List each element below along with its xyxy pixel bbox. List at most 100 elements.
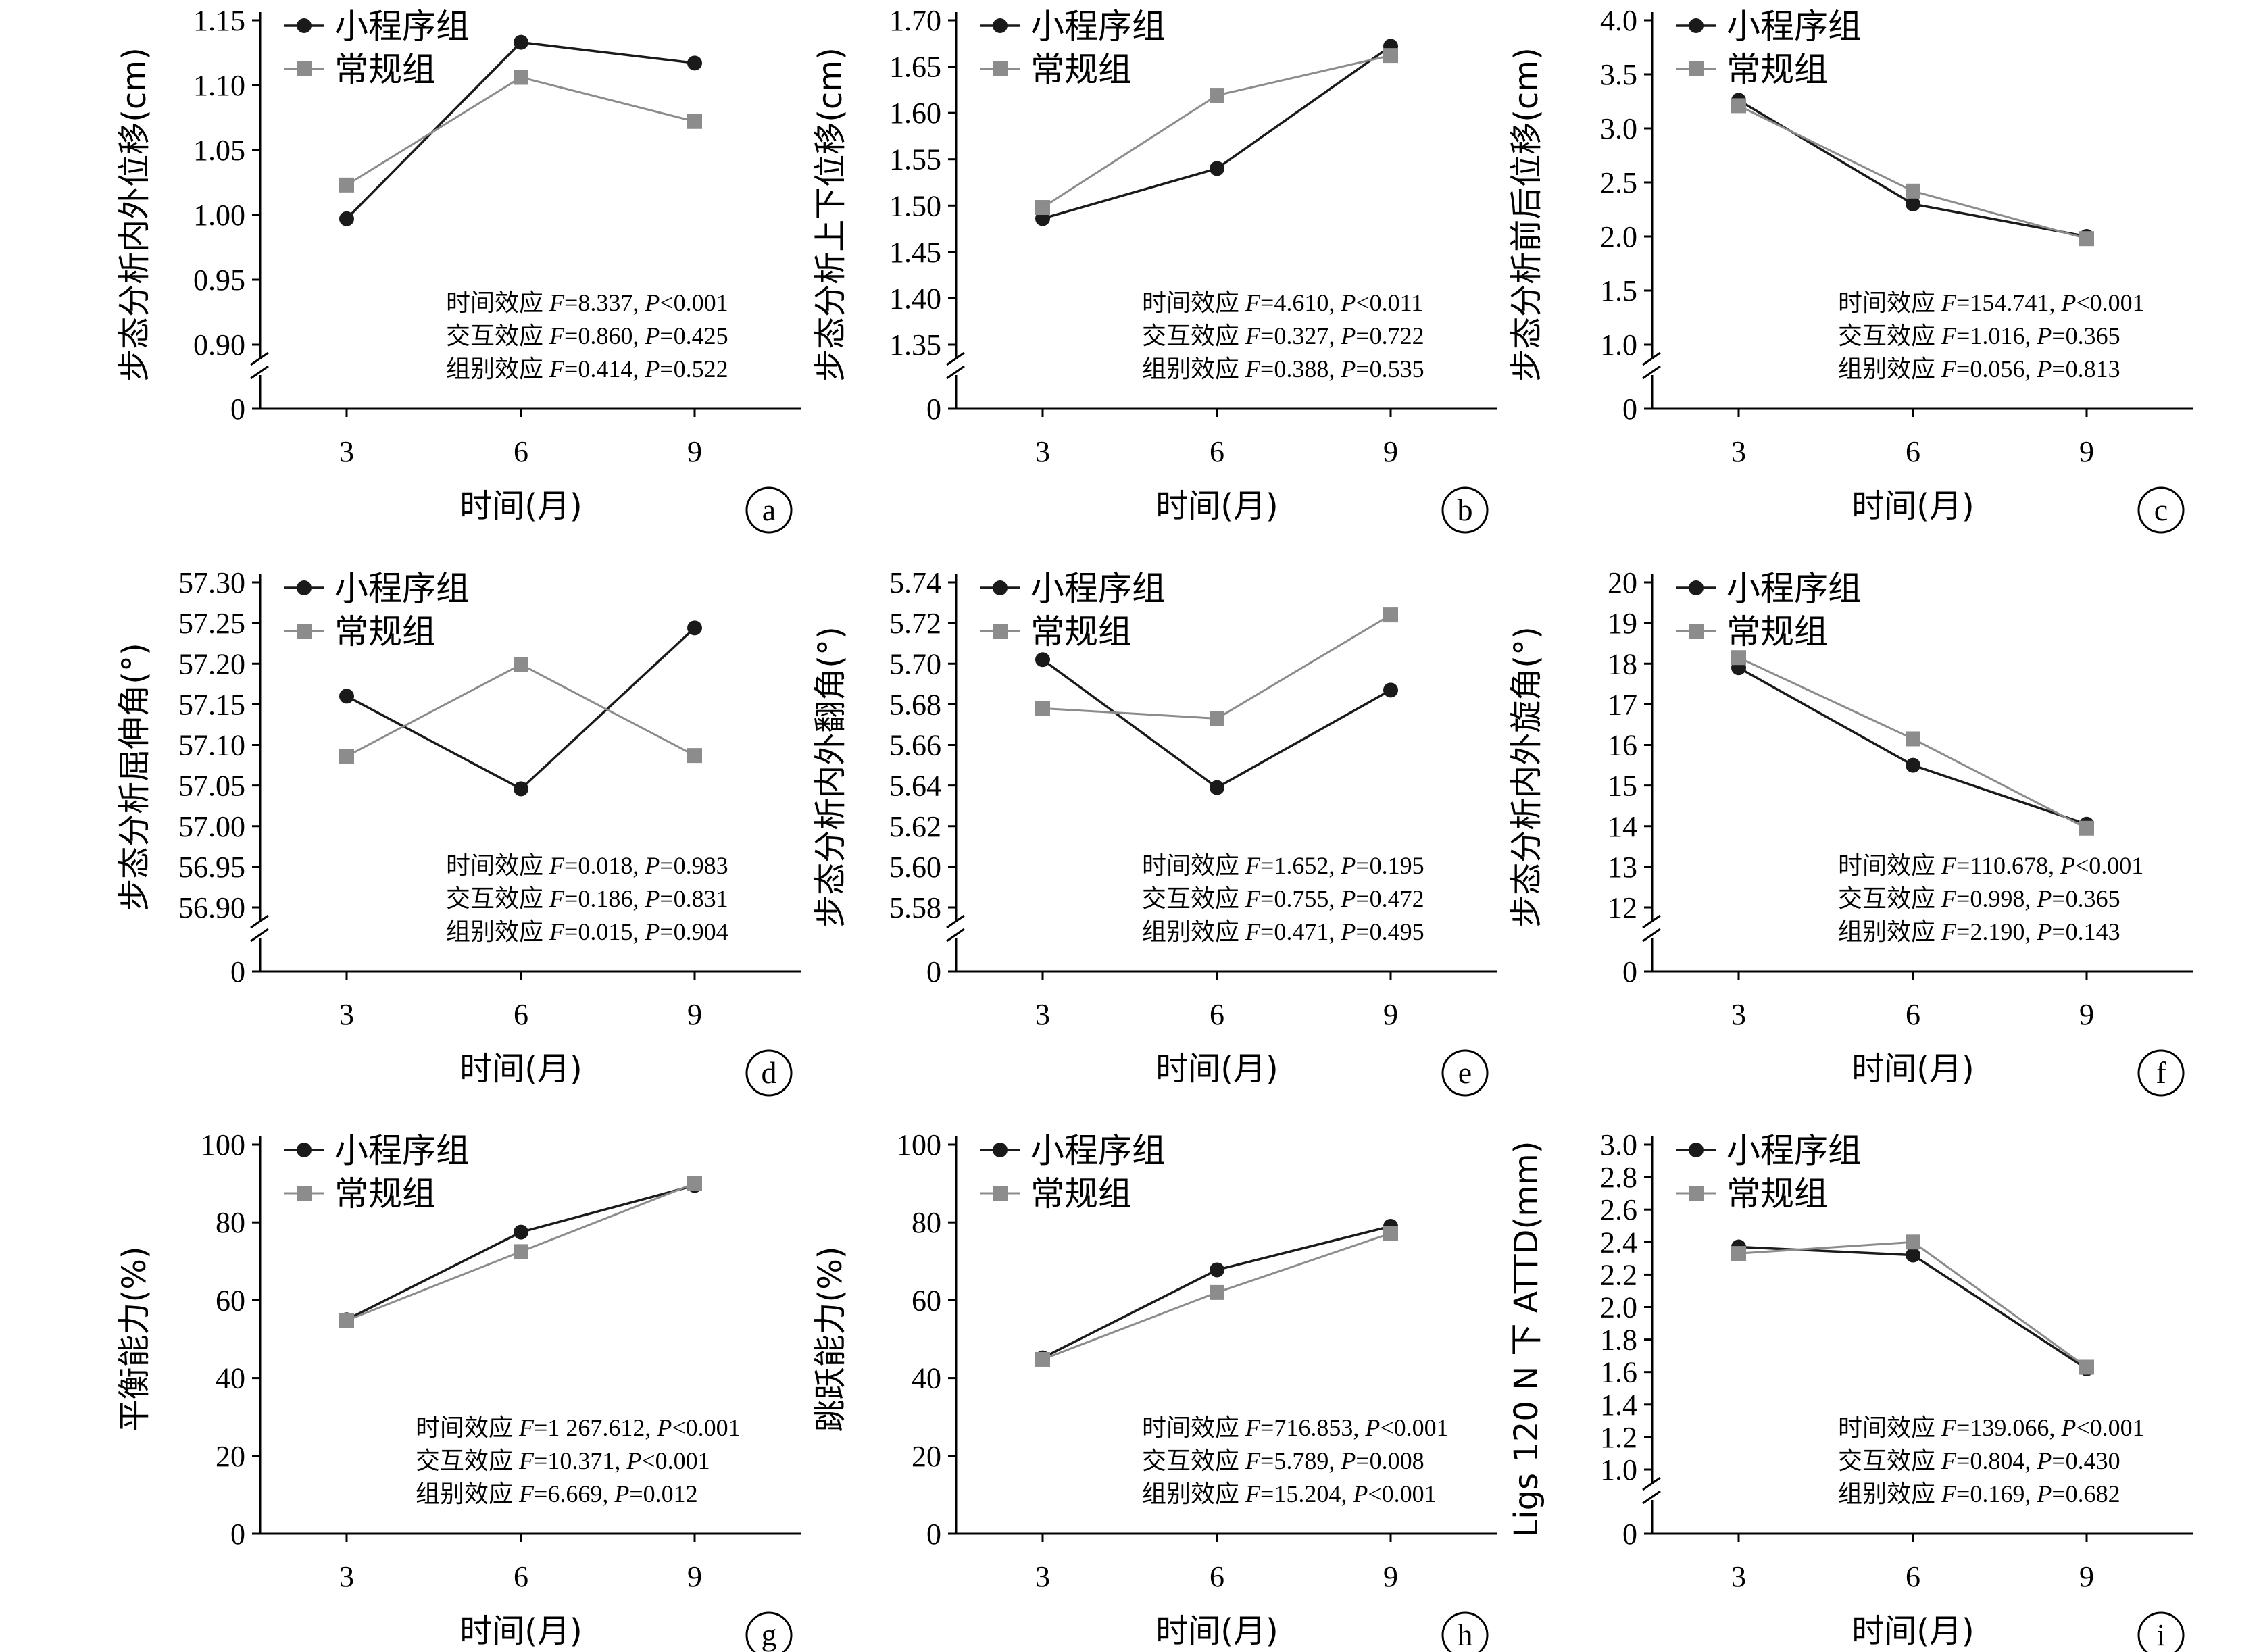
x-tick-label: 3 [339,1560,354,1593]
y-tick-label: 19 [1608,607,1637,640]
y-tick-label: 60 [912,1284,941,1317]
stat-line: 组别效应 F=6.669, P=0.012 [416,1480,698,1507]
y-tick-label: 1.2 [1600,1421,1637,1454]
y-tick-label: 1.15 [193,4,245,37]
y-tick-label: 13 [1608,851,1637,884]
data-point-routine [1731,650,1746,666]
x-tick-label: 6 [514,435,528,468]
data-point-routine [1906,1234,1920,1250]
stat-line: 交互效应 F=5.789, P=0.008 [1142,1447,1424,1474]
series-line-app [1738,99,2087,238]
y-tick-label: 1.35 [889,328,941,361]
y-tick-label: 12 [1608,891,1637,924]
y-tick-label: 2.2 [1600,1258,1637,1291]
x-tick-label: 9 [2079,1560,2094,1593]
y-tick-label: 18 [1608,647,1637,680]
x-axis-title: 时间(月) [459,487,582,525]
x-axis-title: 时间(月) [459,1050,582,1088]
stat-line: 交互效应 F=1.016, P=0.365 [1838,322,2120,349]
legend-label-routine: 常规组 [1726,612,1828,651]
data-point-app [1210,161,1224,176]
y-tick-label: 80 [216,1206,245,1239]
y-tick-label: 5.62 [889,810,941,843]
data-point-routine [687,1176,702,1191]
y-tick-label: 20 [912,1440,941,1473]
data-point-routine [1210,88,1224,103]
axis-break-mark [1642,1476,1661,1491]
x-tick-label: 3 [1731,998,1746,1031]
legend-marker-routine [993,624,1008,639]
legend-label-app: 小程序组 [1030,1131,1166,1170]
y-tick-label: 57.20 [178,647,245,680]
y-tick-label: 1.45 [889,236,941,269]
y-tick-label: 5.66 [889,729,941,762]
y-tick-label: 0.90 [193,328,245,361]
stat-line: 组别效应 F=0.471, P=0.495 [1142,918,1424,945]
y-tick-label: 1.05 [193,134,245,167]
data-point-routine [339,1313,354,1328]
panel-a: 0.90 0.95 1.00 1.05 1.10 1.15 0 3 6 9 时间(月) 步态分析内外位… [116,4,801,534]
stat-line: 组别效应 F=0.169, P=0.682 [1838,1480,2120,1507]
stat-line: 时间效应 F=139.066, P<0.001 [1838,1414,2145,1441]
x-tick-label: 3 [1035,1560,1050,1593]
legend-label-routine: 常规组 [1726,1174,1828,1213]
data-point-app [514,781,528,797]
axis-break-mark [250,914,269,929]
x-axis-title: 时间(月) [459,1612,582,1650]
stat-line: 交互效应 F=0.755, P=0.472 [1142,885,1424,912]
panel-letter-circle [1441,1611,1489,1652]
x-tick-label: 9 [1383,435,1398,468]
y-tick-label: 1.4 [1600,1388,1637,1422]
y-tick-label: 1.40 [889,282,941,315]
y-tick-label: 2.0 [1600,1291,1637,1324]
y-tick-label-zero: 0 [1622,393,1637,426]
stat-line: 时间效应 F=1.652, P=0.195 [1142,852,1424,879]
stat-line: 组别效应 F=0.414, P=0.522 [446,355,728,382]
legend-marker-routine [993,1186,1008,1201]
y-tick-label: 0.95 [193,264,245,297]
data-point-app [1906,1247,1920,1263]
y-tick-label: 1.55 [889,143,941,176]
stat-line: 交互效应 F=0.327, P=0.722 [1142,322,1424,349]
y-tick-label: 100 [897,1128,941,1161]
y-tick-label: 57.05 [178,770,245,803]
legend-marker-app [1689,1143,1704,1157]
panel-d: 56.90 56.95 57.00 57.05 57.10 57.15 57.20 57.25… [116,566,801,1097]
legend-label-routine: 常规组 [1030,612,1132,651]
axis-break-mark [946,351,965,366]
y-tick-label: 56.90 [178,891,245,924]
y-tick-label: 2.5 [1600,166,1637,199]
y-tick-label: 2.4 [1600,1226,1637,1259]
x-tick-label: 9 [1383,1560,1398,1593]
y-tick-label: 3.5 [1600,58,1637,91]
series-line-routine [1738,105,2087,240]
axis-break-mark [1642,365,1661,380]
y-tick-label: 20 [1608,566,1637,599]
x-tick-label: 6 [1210,1560,1224,1593]
panel-letter: f [2156,1055,2166,1090]
data-point-app [1210,780,1224,795]
data-point-routine [1035,200,1050,216]
legend-label-app: 小程序组 [1030,7,1166,46]
data-point-routine [1035,701,1050,716]
x-axis-title: 时间(月) [1852,1612,1974,1650]
y-tick-label: 14 [1608,810,1637,843]
y-tick-label: 5.60 [889,851,941,884]
data-point-app [1383,682,1398,698]
y-tick-label: 1.00 [193,199,245,232]
legend-marker-app [993,18,1008,33]
data-point-app [687,620,702,636]
y-tick-label-zero: 0 [926,955,941,988]
data-point-routine [2079,1359,2094,1375]
x-tick-label: 3 [339,435,354,468]
x-tick-label: 3 [1731,435,1746,468]
x-tick-label: 6 [514,1560,528,1593]
stat-line: 时间效应 F=4.610, P<0.011 [1142,289,1423,316]
y-axis-title: 步态分析前后位移(cm) [1508,47,1545,382]
x-tick-label: 6 [1210,998,1224,1031]
x-tick-label: 9 [687,435,702,468]
legend-label-app: 小程序组 [1030,569,1166,608]
y-tick-label-zero: 0 [1622,955,1637,988]
data-point-routine [1210,711,1224,726]
